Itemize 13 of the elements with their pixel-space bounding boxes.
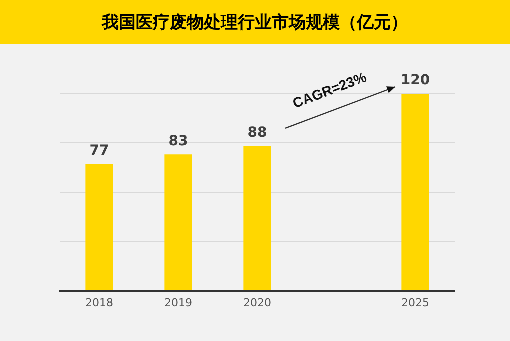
bar [86,164,114,290]
bar [244,146,272,290]
data-label: 120 [400,72,430,89]
data-label: 77 [90,143,110,160]
data-label: 83 [168,133,188,150]
bar [402,94,430,290]
chart-title: 我国医疗废物处理行业市场规模（亿元） [0,0,510,44]
data-label: 88 [248,125,268,142]
x-tick-label: 2018 [86,296,114,310]
x-tick-label: 2020 [244,296,272,310]
x-tick-label: 2019 [164,296,192,310]
x-tick-label: 2025 [402,296,430,310]
bar [164,154,192,290]
